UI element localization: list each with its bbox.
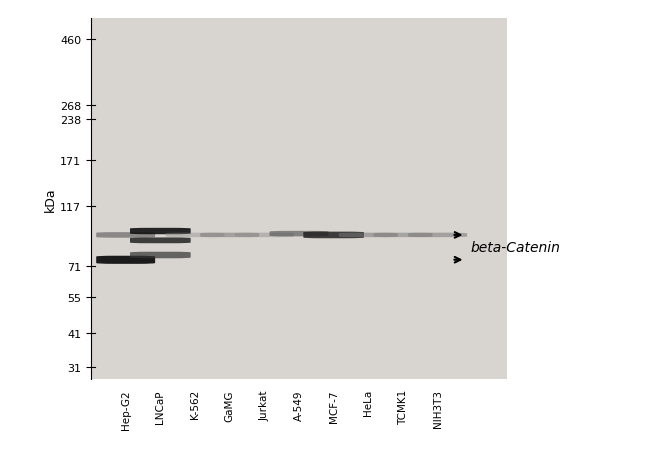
FancyBboxPatch shape (130, 252, 190, 259)
FancyBboxPatch shape (304, 232, 364, 239)
FancyBboxPatch shape (130, 238, 190, 244)
FancyBboxPatch shape (130, 228, 190, 235)
Text: beta-Catenin: beta-Catenin (471, 241, 560, 255)
FancyBboxPatch shape (408, 233, 467, 238)
FancyBboxPatch shape (200, 233, 259, 238)
FancyBboxPatch shape (166, 233, 224, 238)
FancyBboxPatch shape (339, 233, 398, 238)
FancyBboxPatch shape (96, 256, 155, 264)
FancyBboxPatch shape (374, 233, 432, 238)
FancyBboxPatch shape (235, 233, 294, 238)
FancyBboxPatch shape (270, 232, 328, 237)
Y-axis label: kDa: kDa (44, 187, 57, 212)
FancyBboxPatch shape (96, 232, 155, 238)
